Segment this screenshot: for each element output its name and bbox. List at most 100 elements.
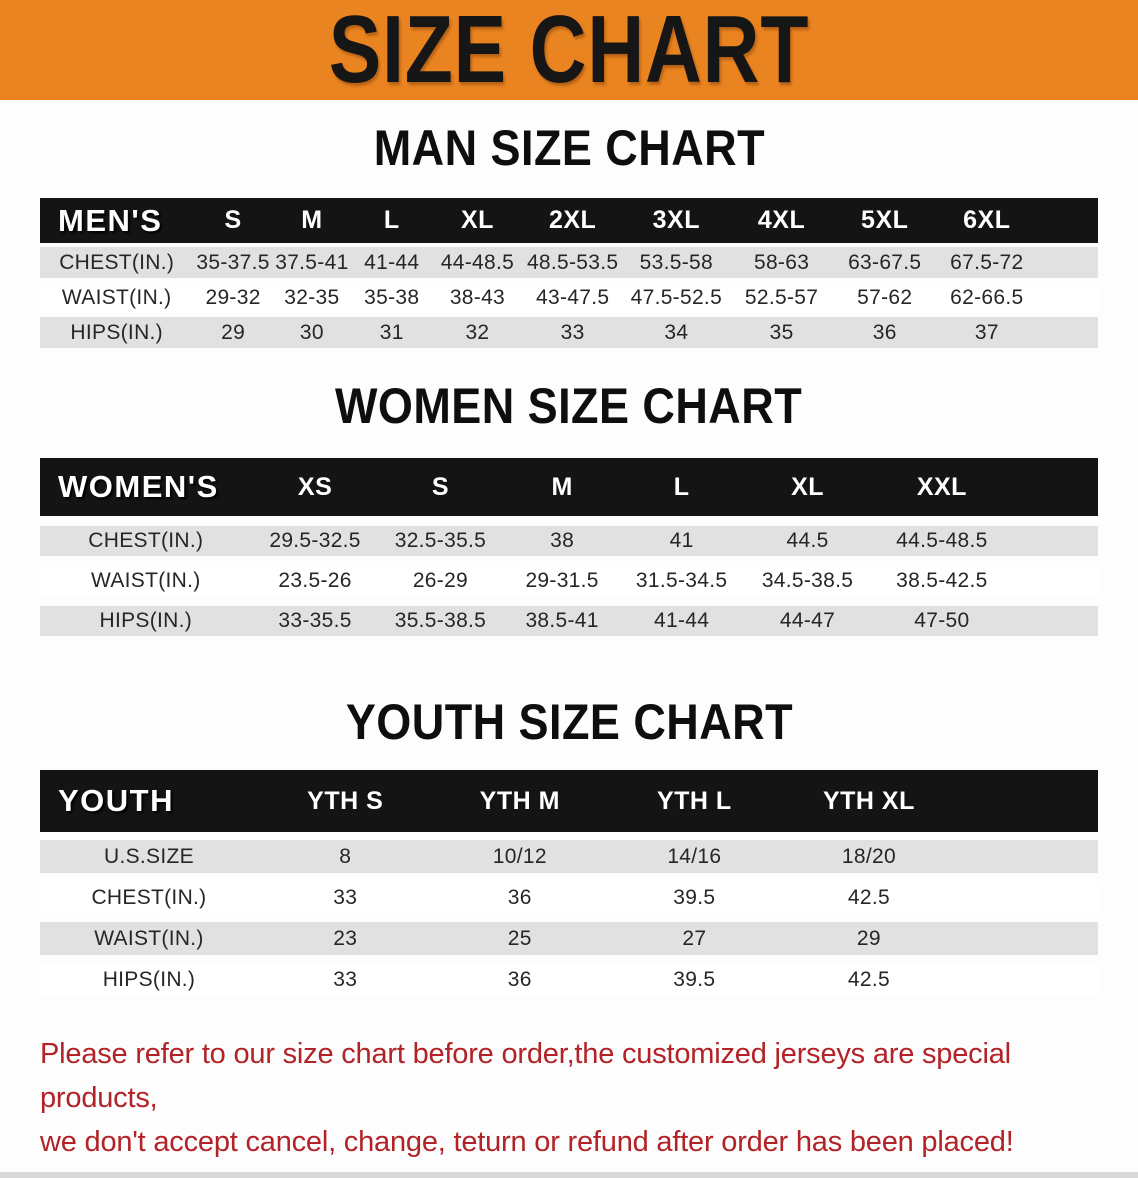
measurement-value: 39.5 [607,881,782,914]
size-column-header: YTH XL [781,770,957,832]
measurement-value: 38 [502,526,622,556]
measurement-value: 42.5 [781,881,957,914]
measurement-value: 34.5-38.5 [741,566,874,596]
youth-size-table: YOUTH YTH S YTH M YTH L YTH XL U.S.SIZE 8 10/12… [40,762,1098,1004]
spacer-cell [1037,317,1098,348]
measurement-value: 33-35.5 [251,606,379,636]
header-spacer-cell [956,770,1098,832]
measurement-value: 58-63 [729,247,834,278]
measurement-row: CHEST(IN.) 35-37.5 37.5-41 41-44 44-48.5 48.5… [40,247,1098,278]
measurement-value: 32-35 [272,282,352,313]
measurement-row: WAIST(IN.) 23.5-26 26-29 29-31.5 31.5-34.5 34… [40,566,1098,596]
women-size-table: WOMEN'S XS S M L XL XXL CHEST(IN.) 29.5-32.5 32.5… [40,448,1098,646]
group-label: YOUTH [40,770,258,832]
measurement-value: 34 [622,317,730,348]
size-column-header: YTH S [257,770,433,832]
size-column-header: M [502,458,622,516]
page-title: SIZE CHART [328,0,810,103]
measurement-value: 35-37.5 [193,247,273,278]
size-column-header: 6XL [936,198,1038,243]
measurement-value: 33 [257,881,433,914]
measurement-value: 44.5-48.5 [873,526,1011,556]
measurement-row: CHEST(IN.) 29.5-32.5 32.5-35.5 38 41 44.5 44.5… [40,526,1098,556]
measurement-value: 36 [432,963,608,996]
spacer-cell [1037,247,1098,278]
measurement-value: 67.5-72 [936,247,1038,278]
measurement-value: 30 [272,317,352,348]
section-man-size-chart: MAN SIZE CHART MEN'S S M L XL 2XL 3XL 4XL 5XL 6XL… [0,122,1138,352]
measurement-value: 62-66.5 [936,282,1038,313]
size-column-header: 4XL [729,198,834,243]
youth-section-title-text: YOUTH SIZE CHART [345,694,793,750]
section-youth-size-chart: YOUTH SIZE CHART YOUTH YTH S YTH M YTH L YTH… [0,696,1138,1004]
measurement-value: 63-67.5 [833,247,937,278]
disclaimer-note: Please refer to our size chart before or… [40,1032,1098,1164]
spacer-cell [956,840,1098,873]
measurement-value: 33 [522,317,623,348]
disclaimer-line-1: Please refer to our size chart before or… [40,1038,1011,1114]
measurement-row: WAIST(IN.) 29-32 32-35 35-38 38-43 43-47.5 47.… [40,282,1098,313]
measurement-value: 41-44 [351,247,433,278]
youth-section-title: YOUTH SIZE CHART [0,696,1138,748]
measurement-value: 37 [936,317,1038,348]
measurement-value: 47.5-52.5 [622,282,730,313]
measurement-value: 26-29 [378,566,503,596]
spacer-cell [1010,566,1098,596]
measurement-value: 29-31.5 [502,566,622,596]
measurement-label: WAIST(IN.) [40,922,258,955]
measurement-value: 36 [833,317,937,348]
measurement-label: U.S.SIZE [40,840,258,873]
measurement-row: U.S.SIZE 8 10/12 14/16 18/20 [40,840,1098,873]
measurement-value: 33 [257,963,433,996]
measurement-value: 32 [432,317,523,348]
size-column-header: L [621,458,742,516]
measurement-row: HIPS(IN.) 29 30 31 32 33 34 35 36 37 [40,317,1098,348]
measurement-value: 29-32 [193,282,273,313]
measurement-value: 10/12 [432,840,608,873]
banner: SIZE CHART [0,0,1138,100]
size-column-header: S [378,458,503,516]
measurement-label: WAIST(IN.) [40,566,252,596]
man-section-title: MAN SIZE CHART [0,122,1138,174]
disclaimer-line-2: we don't accept cancel, change, teturn o… [40,1126,1014,1158]
measurement-row: CHEST(IN.) 33 36 39.5 42.5 [40,881,1098,914]
size-column-header: XXL [873,458,1011,516]
size-column-header: XL [432,198,523,243]
measurement-value: 52.5-57 [729,282,834,313]
measurement-value: 18/20 [781,840,957,873]
measurement-value: 39.5 [607,963,782,996]
men-size-table: MEN'S S M L XL 2XL 3XL 4XL 5XL 6XL CHEST(IN.) 35-37… [40,194,1098,352]
measurement-value: 37.5-41 [272,247,352,278]
women-section-title: WOMEN SIZE CHART [0,380,1138,432]
measurement-value: 41 [621,526,742,556]
measurement-value: 35-38 [351,282,433,313]
measurement-row: WAIST(IN.) 23 25 27 29 [40,922,1098,955]
spacer-cell [1010,606,1098,636]
measurement-value: 48.5-53.5 [522,247,623,278]
measurement-value: 14/16 [607,840,782,873]
spacer-cell [956,881,1098,914]
measurement-value: 43-47.5 [522,282,623,313]
bottom-edge-strip [0,1172,1138,1178]
measurement-value: 29 [193,317,273,348]
measurement-value: 41-44 [621,606,742,636]
measurement-value: 27 [607,922,782,955]
measurement-value: 29 [781,922,957,955]
size-column-header: 3XL [622,198,730,243]
size-column-header: 5XL [833,198,937,243]
measurement-value: 36 [432,881,608,914]
measurement-value: 44.5 [741,526,874,556]
measurement-value: 23 [257,922,433,955]
group-label: WOMEN'S [40,458,252,516]
spacer-cell [1037,282,1098,313]
size-column-header: L [351,198,433,243]
measurement-row: HIPS(IN.) 33-35.5 35.5-38.5 38.5-41 41-44 44-… [40,606,1098,636]
measurement-value: 32.5-35.5 [378,526,503,556]
measurement-value: 38.5-41 [502,606,622,636]
measurement-value: 47-50 [873,606,1011,636]
measurement-value: 8 [257,840,433,873]
size-column-header: YTH M [432,770,608,832]
women-section-title-text: WOMEN SIZE CHART [335,378,803,434]
measurement-value: 35 [729,317,834,348]
measurement-value: 44-48.5 [432,247,523,278]
